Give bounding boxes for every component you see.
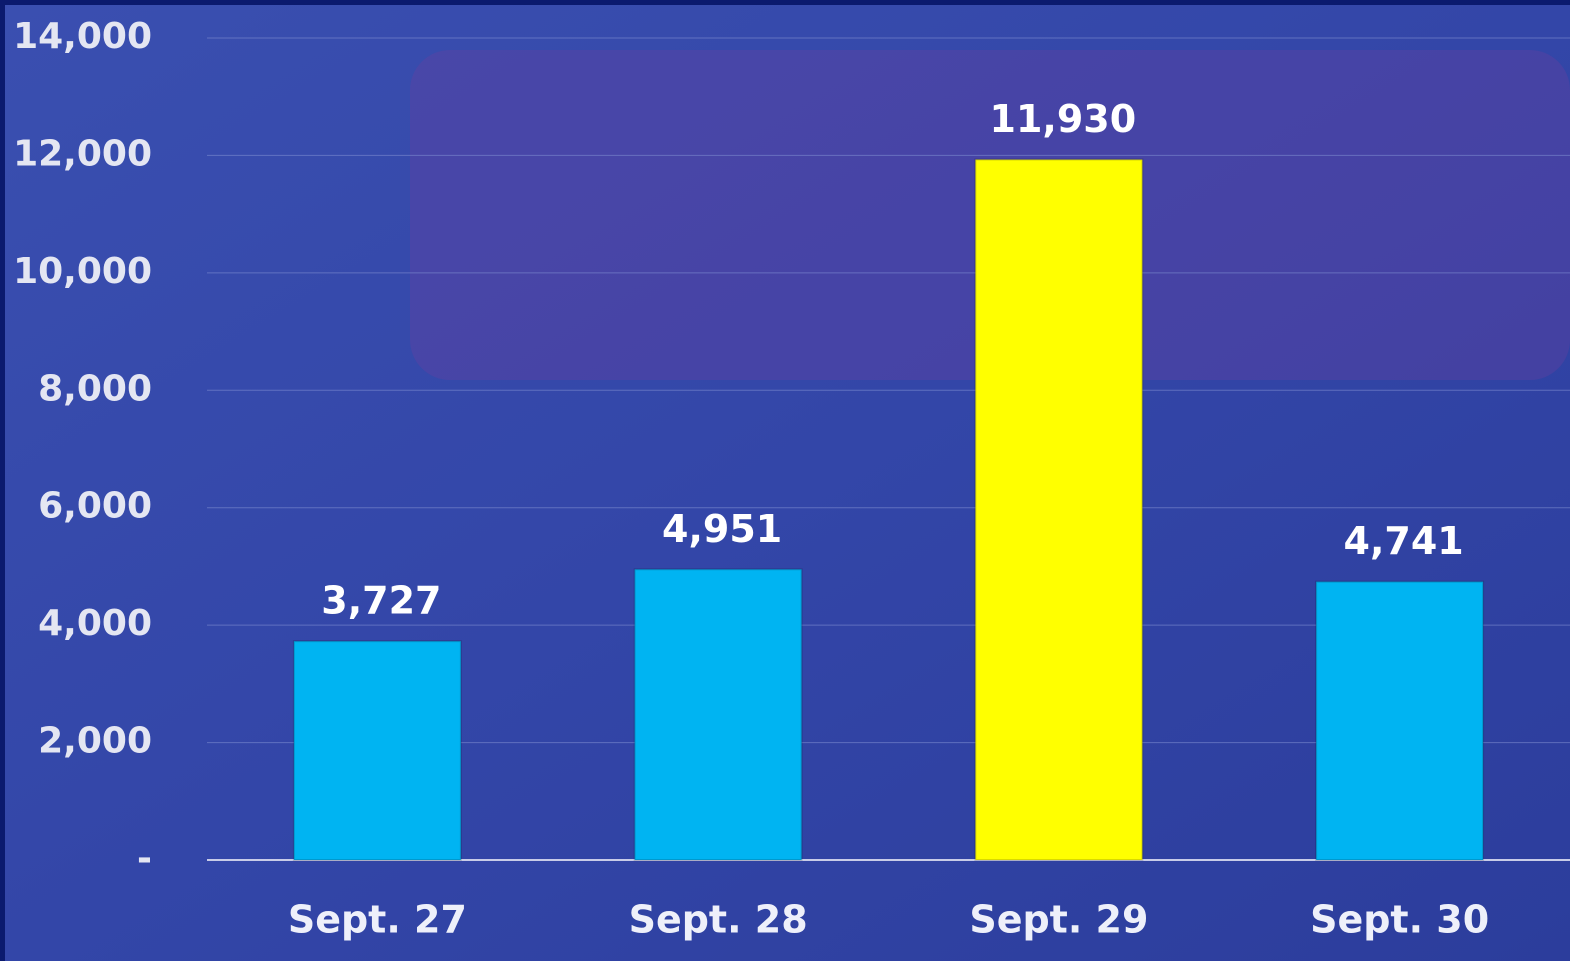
bar [1316,582,1483,860]
x-tick-label: Sept. 27 [288,898,467,942]
y-tick-label: 4,000 [38,603,152,644]
value-label: 4,951 [662,507,782,551]
value-label: 11,930 [990,97,1137,141]
bar [294,641,461,860]
chart: - 2,000 4,000 6,000 8,000 10,000 12,000 14,000 S… [0,0,1570,961]
x-tick-label: Sept. 29 [969,898,1148,942]
x-tick-label: Sept. 30 [1310,898,1489,942]
y-tick-label: 6,000 [38,486,152,527]
y-tick-label: - [137,838,152,879]
y-tick-label: 2,000 [38,721,152,762]
value-label: 4,741 [1344,519,1464,563]
bar [635,569,802,860]
x-tick-label: Sept. 28 [629,898,808,942]
value-label: 3,727 [321,579,441,623]
bar [975,160,1142,860]
y-tick-label: 14,000 [13,16,152,57]
y-tick-label: 10,000 [13,251,152,292]
y-tick-label: 12,000 [13,133,152,174]
y-tick-label: 8,000 [38,368,152,409]
